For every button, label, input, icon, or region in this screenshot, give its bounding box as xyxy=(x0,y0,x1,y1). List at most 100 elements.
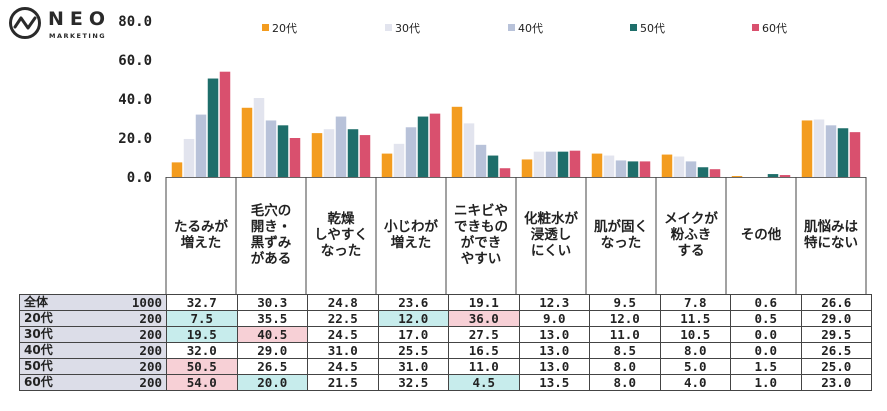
table-cell: 11.0 xyxy=(589,326,661,343)
table-row: 20代 200 7.5 35.5 22.5 12.0 36.0 9.0 12.0 11.5 0.5 2… xyxy=(19,310,872,327)
bar xyxy=(591,153,603,177)
bar xyxy=(323,129,335,177)
bar xyxy=(311,133,323,177)
table-cell: 5.0 xyxy=(659,358,731,375)
y-tick-label: 0.0 xyxy=(127,170,152,186)
table-cell: 24.8 xyxy=(307,294,379,311)
logo-mark-icon xyxy=(9,7,41,39)
bar xyxy=(849,132,861,177)
row-sample-size: 200 xyxy=(109,358,167,375)
table-row: 50代 200 50.5 26.5 24.5 31.0 11.0 13.0 8.0 5.0 1.5 2… xyxy=(19,358,872,375)
table-cell: 26.6 xyxy=(800,294,872,311)
y-tick-label: 60.0 xyxy=(118,53,152,69)
bar xyxy=(429,113,441,177)
table-cell: 1.5 xyxy=(730,358,802,375)
category-label: ニキビや できもの ができ やすい xyxy=(454,203,508,267)
bar xyxy=(207,78,219,177)
row-label: 30代 xyxy=(19,326,110,343)
bar xyxy=(265,120,277,177)
bar xyxy=(521,159,533,177)
bar xyxy=(183,138,195,177)
legend-label: 40代 xyxy=(518,22,543,35)
bar xyxy=(487,155,499,177)
table-cell: 7.5 xyxy=(166,310,238,327)
data-table: 全体 1000 32.7 30.3 24.8 23.6 19.1 12.3 9.5 7.8 0.6 2… xyxy=(19,294,872,391)
category-label: 肌が固く なった xyxy=(594,219,648,251)
table-cell: 12.0 xyxy=(377,310,449,327)
bar xyxy=(335,116,347,177)
bar xyxy=(557,151,569,177)
table-cell: 8.0 xyxy=(659,342,731,359)
category-label: たるみが 増えた xyxy=(174,219,228,251)
row-label: 50代 xyxy=(19,358,110,375)
table-cell: 13.0 xyxy=(518,342,590,359)
bar xyxy=(405,127,417,177)
legend: 20代 30代 40代 50代 60代 xyxy=(262,22,787,35)
category-label: 乾燥 しやすく なった xyxy=(314,211,368,259)
bar xyxy=(463,123,475,177)
bar xyxy=(277,125,289,177)
table-row: 30代 200 19.5 40.5 24.5 17.0 27.5 13.0 11.0 10.5 0.… xyxy=(19,326,872,343)
table-cell: 27.5 xyxy=(448,326,520,343)
table-cell: 32.7 xyxy=(166,294,238,311)
category-label: 毛穴の 開き・ 黒ずみ がある xyxy=(250,203,292,267)
table-cell: 24.5 xyxy=(307,358,379,375)
table-cell: 54.0 xyxy=(166,374,238,391)
table-cell: 13.0 xyxy=(518,326,590,343)
bar xyxy=(289,138,301,177)
bar xyxy=(533,151,545,177)
table-cell: 8.0 xyxy=(589,358,661,375)
table-cell: 31.0 xyxy=(377,358,449,375)
bar xyxy=(195,114,207,177)
table-cell: 17.0 xyxy=(377,326,449,343)
legend-label: 30代 xyxy=(395,22,420,35)
bar xyxy=(697,167,709,177)
table-cell: 12.0 xyxy=(589,310,661,327)
bar xyxy=(241,107,253,177)
table-cell: 31.0 xyxy=(307,342,379,359)
bar xyxy=(825,125,837,177)
table-cell: 4.5 xyxy=(448,374,520,391)
bar xyxy=(709,169,721,177)
table-cell: 11.5 xyxy=(659,310,731,327)
y-tick-label: 20.0 xyxy=(118,131,152,147)
category-label: 肌悩みは 特にない xyxy=(804,219,858,251)
bar xyxy=(219,71,231,177)
legend-label: 50代 xyxy=(640,22,665,35)
table-cell: 35.5 xyxy=(236,310,308,327)
table-cell: 16.5 xyxy=(448,342,520,359)
table-cell: 36.0 xyxy=(448,310,520,327)
row-label: 40代 xyxy=(19,342,110,359)
category-label: 化粧水が 浸透し にくい xyxy=(524,211,578,259)
table-cell: 26.5 xyxy=(236,358,308,375)
category-label: メイクが 粉ふき する xyxy=(664,211,718,259)
y-tick-label: 80.0 xyxy=(118,14,152,30)
bar xyxy=(603,155,615,177)
y-axis: 0.0 20.0 40.0 60.0 80.0 xyxy=(118,14,152,186)
bar xyxy=(393,143,405,177)
bar xyxy=(417,116,429,177)
table-cell: 9.0 xyxy=(518,310,590,327)
table-row: 60代 200 54.0 20.0 21.5 32.5 4.5 13.5 8.0 4.0 1.0 23… xyxy=(19,374,872,391)
bar xyxy=(767,174,779,177)
legend-swatch xyxy=(508,24,515,31)
bar xyxy=(347,129,359,177)
category-label: 小じわが 増えた xyxy=(384,219,438,251)
table-cell: 9.5 xyxy=(589,294,661,311)
row-sample-size: 200 xyxy=(109,310,167,327)
bar xyxy=(779,175,791,177)
table-cell: 8.0 xyxy=(589,374,661,391)
row-sample-size: 200 xyxy=(109,374,167,391)
logo-brand: NEO xyxy=(48,8,112,30)
table-cell: 11.0 xyxy=(448,358,520,375)
table-cell: 0.0 xyxy=(730,342,802,359)
bar xyxy=(451,106,463,177)
bar xyxy=(627,161,639,177)
bar xyxy=(381,153,393,177)
table-cell: 0.6 xyxy=(730,294,802,311)
y-tick-label: 40.0 xyxy=(118,92,152,108)
row-sample-size: 200 xyxy=(109,326,167,343)
table-cell: 4.0 xyxy=(659,374,731,391)
table-cell: 32.0 xyxy=(166,342,238,359)
